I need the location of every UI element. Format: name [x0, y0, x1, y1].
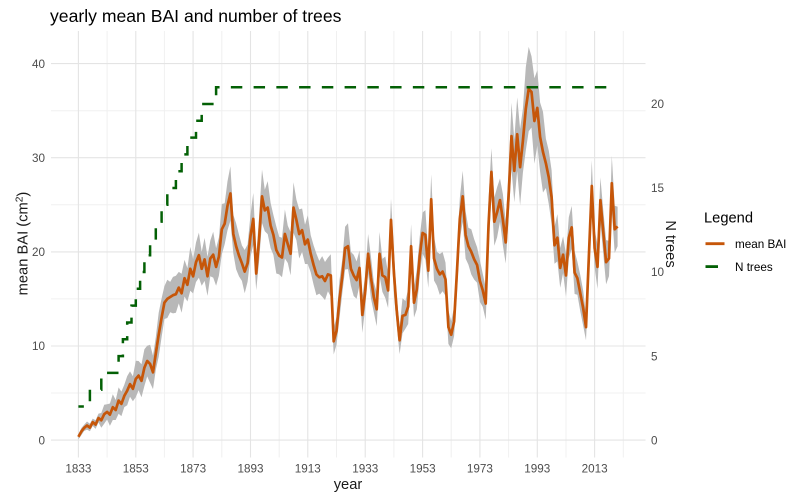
svg-text:10: 10 — [651, 266, 665, 279]
svg-text:2013: 2013 — [582, 463, 608, 476]
svg-text:1953: 1953 — [410, 463, 436, 476]
svg-text:1893: 1893 — [237, 463, 263, 476]
svg-text:1853: 1853 — [123, 463, 149, 476]
svg-text:1913: 1913 — [295, 463, 321, 476]
svg-text:20: 20 — [32, 246, 46, 259]
svg-text:5: 5 — [651, 350, 658, 363]
svg-text:year: year — [334, 477, 363, 493]
svg-text:20: 20 — [651, 98, 665, 111]
svg-text:Legend: Legend — [704, 211, 753, 227]
svg-text:1973: 1973 — [467, 463, 493, 476]
svg-text:40: 40 — [32, 58, 46, 71]
svg-text:1993: 1993 — [524, 463, 550, 476]
svg-text:N trees: N trees — [662, 220, 678, 267]
svg-text:10: 10 — [32, 340, 46, 353]
svg-text:1833: 1833 — [65, 463, 91, 476]
svg-text:0: 0 — [651, 434, 658, 447]
svg-text:mean BAI: mean BAI — [735, 238, 786, 251]
svg-text:mean BAI (cm2): mean BAI (cm2) — [15, 192, 32, 296]
svg-text:15: 15 — [651, 182, 665, 195]
svg-text:0: 0 — [38, 434, 45, 447]
svg-text:N trees: N trees — [735, 261, 773, 274]
svg-text:1873: 1873 — [180, 463, 206, 476]
svg-text:yearly mean BAI and number of: yearly mean BAI and number of trees — [50, 6, 342, 26]
svg-text:30: 30 — [32, 152, 46, 165]
svg-text:1933: 1933 — [352, 463, 378, 476]
